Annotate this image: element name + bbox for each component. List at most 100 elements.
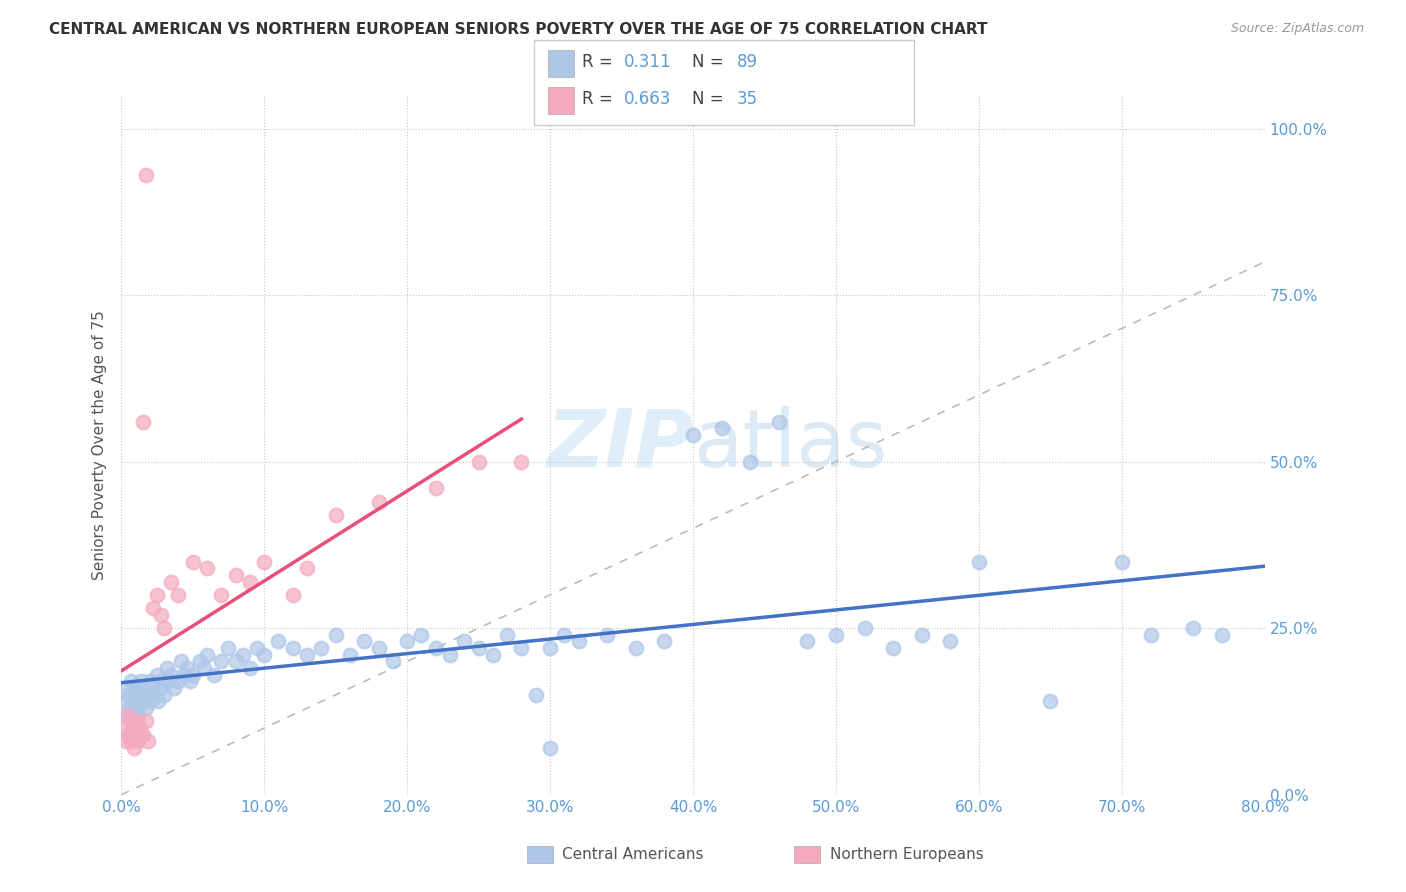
Point [143, 688, 166, 702]
Point [141, 694, 163, 708]
Point [538, 741, 561, 756]
Point [209, 655, 232, 669]
Point [553, 628, 575, 642]
Point [853, 621, 876, 635]
Point [128, 688, 150, 702]
Text: N =: N = [692, 90, 728, 108]
Point [353, 634, 375, 648]
Text: Source: ZipAtlas.com: Source: ZipAtlas.com [1230, 22, 1364, 36]
Point [510, 455, 533, 469]
Point [135, 714, 157, 729]
Point [122, 694, 145, 708]
Text: 0.663: 0.663 [624, 90, 672, 108]
Point [1182, 621, 1205, 635]
Point [396, 634, 419, 648]
Point [121, 688, 143, 702]
Text: R =: R = [582, 90, 619, 108]
Y-axis label: Seniors Poverty Over the Age of 75: Seniors Poverty Over the Age of 75 [93, 310, 107, 580]
Point [295, 561, 318, 575]
Point [124, 681, 146, 695]
Point [510, 641, 533, 656]
Point [281, 641, 304, 656]
Point [1139, 628, 1161, 642]
Point [129, 674, 152, 689]
Point [381, 655, 404, 669]
Point [217, 641, 239, 656]
Point [160, 574, 183, 589]
Point [149, 681, 172, 695]
Point [136, 688, 159, 702]
Point [195, 648, 218, 662]
Point [115, 681, 138, 695]
Point [118, 714, 141, 729]
Point [467, 641, 489, 656]
Point [150, 674, 173, 689]
Point [367, 641, 389, 656]
Point [225, 567, 247, 582]
Point [117, 728, 139, 742]
Point [181, 668, 204, 682]
Point [1039, 694, 1062, 708]
Point [120, 734, 142, 748]
Point [367, 494, 389, 508]
Point [796, 634, 818, 648]
Point [624, 641, 647, 656]
Point [181, 555, 204, 569]
Point [524, 688, 547, 702]
Point [482, 648, 505, 662]
Point [146, 588, 169, 602]
Point [967, 555, 990, 569]
Point [193, 661, 215, 675]
Point [142, 601, 165, 615]
Point [173, 668, 195, 682]
Point [150, 607, 173, 622]
Text: atlas: atlas [693, 406, 887, 484]
Point [112, 721, 135, 735]
Point [253, 648, 276, 662]
Point [135, 701, 157, 715]
Point [195, 561, 218, 575]
Point [112, 694, 135, 708]
Point [239, 574, 262, 589]
Point [411, 628, 433, 642]
Point [127, 707, 149, 722]
Text: Northern Europeans: Northern Europeans [830, 847, 983, 862]
Point [425, 641, 447, 656]
Point [156, 661, 179, 675]
Text: 89: 89 [737, 53, 758, 70]
Point [122, 741, 145, 756]
Point [125, 701, 148, 715]
Point [295, 648, 318, 662]
Text: 35: 35 [737, 90, 758, 108]
Point [131, 728, 153, 742]
Point [131, 415, 153, 429]
Point [439, 648, 461, 662]
Text: N =: N = [692, 53, 728, 70]
Point [596, 628, 619, 642]
Point [911, 628, 934, 642]
Point [453, 634, 475, 648]
Text: Central Americans: Central Americans [562, 847, 704, 862]
Text: 0.311: 0.311 [624, 53, 672, 70]
Point [176, 661, 198, 675]
Point [139, 674, 162, 689]
Point [225, 655, 247, 669]
Point [467, 455, 489, 469]
Point [281, 588, 304, 602]
Point [142, 681, 165, 695]
Point [496, 628, 519, 642]
Point [124, 728, 146, 742]
Point [167, 674, 190, 689]
Point [311, 641, 333, 656]
Point [153, 621, 176, 635]
Point [148, 694, 170, 708]
Point [325, 628, 347, 642]
Point [654, 634, 676, 648]
Point [939, 634, 962, 648]
Point [710, 421, 733, 435]
Point [825, 628, 848, 642]
Text: R =: R = [582, 53, 619, 70]
Point [568, 634, 591, 648]
Point [425, 481, 447, 495]
Point [117, 688, 139, 702]
